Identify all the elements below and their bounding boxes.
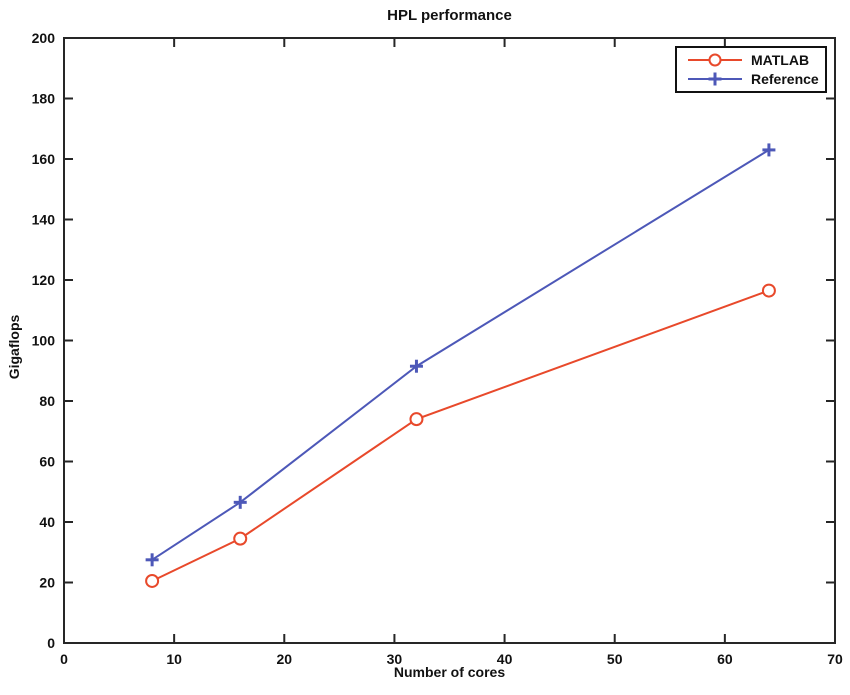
svg-text:160: 160 (32, 151, 56, 167)
x-axis-label: Number of cores (393, 664, 506, 680)
svg-text:40: 40 (497, 651, 513, 667)
svg-text:70: 70 (827, 651, 843, 667)
legend: MATLAB Reference (675, 46, 827, 93)
svg-text:20: 20 (276, 651, 292, 667)
svg-text:40: 40 (39, 514, 55, 530)
svg-text:180: 180 (32, 91, 56, 107)
svg-text:50: 50 (607, 651, 623, 667)
plus-marker-icon (708, 72, 722, 86)
matlab-line-sample (688, 52, 742, 68)
svg-text:200: 200 (32, 30, 56, 46)
svg-text:80: 80 (39, 393, 55, 409)
svg-text:30: 30 (387, 651, 403, 667)
svg-text:140: 140 (32, 212, 56, 228)
legend-label-reference: Reference (751, 71, 819, 88)
svg-text:10: 10 (166, 651, 182, 667)
chart-title: HPL performance (387, 7, 512, 24)
legend-item-reference: Reference (677, 71, 825, 87)
legend-item-matlab: MATLAB (677, 52, 825, 68)
svg-text:120: 120 (32, 272, 56, 288)
svg-text:100: 100 (32, 333, 56, 349)
svg-text:60: 60 (39, 454, 55, 470)
svg-text:20: 20 (39, 575, 55, 591)
circle-marker-icon (708, 53, 722, 67)
svg-text:60: 60 (717, 651, 733, 667)
svg-text:0: 0 (47, 635, 55, 651)
svg-text:0: 0 (60, 651, 68, 667)
reference-line-sample (688, 71, 742, 87)
legend-label-matlab: MATLAB (751, 51, 810, 68)
